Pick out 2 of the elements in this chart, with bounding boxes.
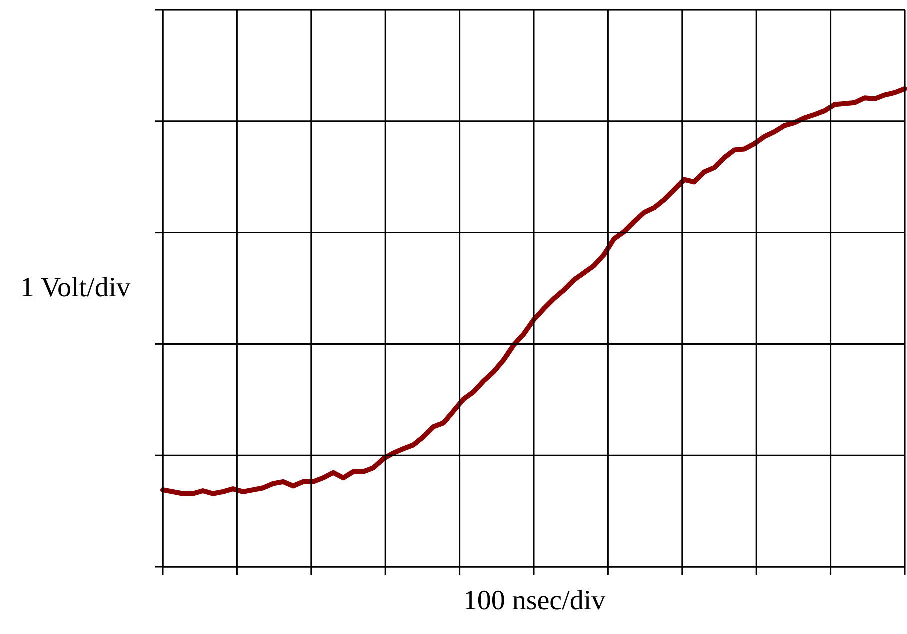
x-axis-title: 100 nsec/div xyxy=(463,586,606,616)
y-axis-title: 1 Volt/div xyxy=(20,272,131,304)
